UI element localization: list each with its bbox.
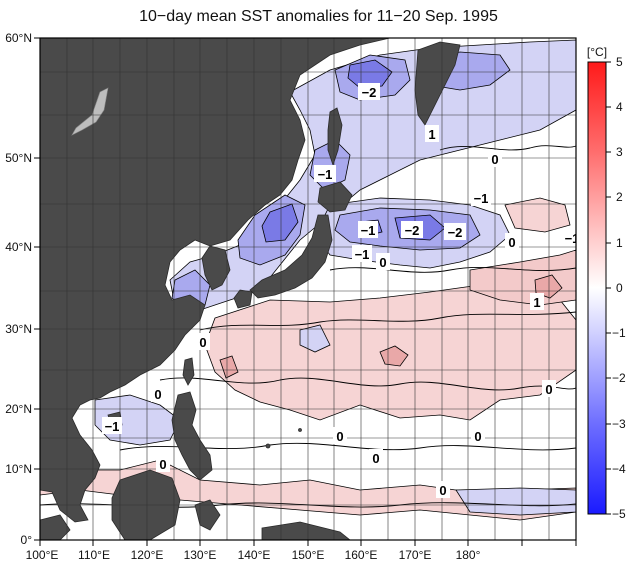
contour-label: 0 <box>154 387 161 402</box>
sulawesi <box>194 499 221 531</box>
contour-label: −2 <box>362 85 377 100</box>
kamchatka <box>414 41 461 126</box>
colorbar-tick: −1 <box>612 326 626 340</box>
colorbar-tick: 3 <box>616 145 623 159</box>
colorbar-tick: −2 <box>612 371 626 385</box>
lake-baikal <box>71 87 109 136</box>
contour-label: −2 <box>405 223 420 238</box>
contour-label: 0 <box>491 152 498 167</box>
contour-labels: −2 −1 −2 −1 −2 −1 −1 0 0 −1 0 1 1 0 0 0 … <box>102 83 580 498</box>
malay-peninsula <box>40 514 71 540</box>
colorbar: [°C] 5 4 3 2 1 0 −1 −2 −3 −4 −5 <box>587 45 626 521</box>
contour-label: 0 <box>439 483 446 498</box>
kyushu <box>233 289 253 309</box>
philippines <box>171 391 213 481</box>
taiwan <box>182 357 195 386</box>
lon-label: 100°E <box>26 548 59 562</box>
contour-label: −1 <box>355 247 370 262</box>
hokkaido <box>317 181 353 213</box>
lon-label: 140°E <box>238 548 271 562</box>
contour-label: 0 <box>199 335 206 350</box>
map-title: 10−day mean SST anomalies for 11−20 Sep.… <box>139 8 498 25</box>
honshu <box>249 214 333 299</box>
contour-label: −2 <box>448 225 463 240</box>
lat-label: 50°N <box>5 151 32 165</box>
contour-label: 1 <box>428 127 435 142</box>
contour-label: 0 <box>474 429 481 444</box>
lon-label: 180° <box>456 548 481 562</box>
contour-label: −1 <box>565 231 580 246</box>
contour-label: −1 <box>361 223 376 238</box>
contour-label: −1 <box>318 167 333 182</box>
colorbar-tick: −3 <box>612 417 626 431</box>
contour-label: −1 <box>474 191 489 206</box>
colorbar-tick: 0 <box>616 281 623 295</box>
colorbar-gradient <box>587 61 607 515</box>
lon-label: 150°E <box>292 548 325 562</box>
lat-label: 20°N <box>5 402 32 416</box>
colorbar-unit: [°C] <box>587 45 607 59</box>
contour-label: 1 <box>533 295 540 310</box>
contour-label: 0 <box>336 429 343 444</box>
contour-label: −1 <box>105 419 120 434</box>
colorbar-tick: 2 <box>616 190 623 204</box>
colorbar-tick: −5 <box>612 507 626 521</box>
colorbar-tick: 5 <box>616 55 623 69</box>
lon-label: 110°E <box>78 548 110 562</box>
lat-label: 40°N <box>5 240 32 254</box>
lon-labels: 100°E 110°E 120°E 130°E 140°E 150°E 160°… <box>26 548 481 562</box>
lon-label: 120°E <box>131 548 164 562</box>
lon-label: 170°E <box>399 548 432 562</box>
contour-label: 0 <box>508 235 515 250</box>
contour-label: 0 <box>379 255 386 270</box>
contour-label: 0 <box>372 451 379 466</box>
warm-anomaly-cores <box>219 274 563 379</box>
colorbar-tick: 4 <box>616 100 623 114</box>
sakhalin <box>327 107 343 167</box>
colorbar-tick: −4 <box>612 462 626 476</box>
contour-label: 0 <box>545 382 552 397</box>
new-guinea <box>261 521 351 540</box>
lat-label: 0° <box>21 533 33 547</box>
lon-label: 130°E <box>184 548 217 562</box>
contour-label: 0 <box>159 457 166 472</box>
korea-peninsula <box>201 245 231 291</box>
land <box>40 38 461 540</box>
axis-ticks <box>34 37 577 546</box>
lat-label: 60°N <box>5 31 32 45</box>
lat-label: 30°N <box>5 322 32 336</box>
lat-label: 10°N <box>5 462 32 476</box>
lat-labels: 60°N 50°N 40°N 30°N 20°N 10°N 0° <box>5 31 32 547</box>
lon-label: 160°E <box>345 548 378 562</box>
colorbar-tick: 1 <box>616 236 623 250</box>
